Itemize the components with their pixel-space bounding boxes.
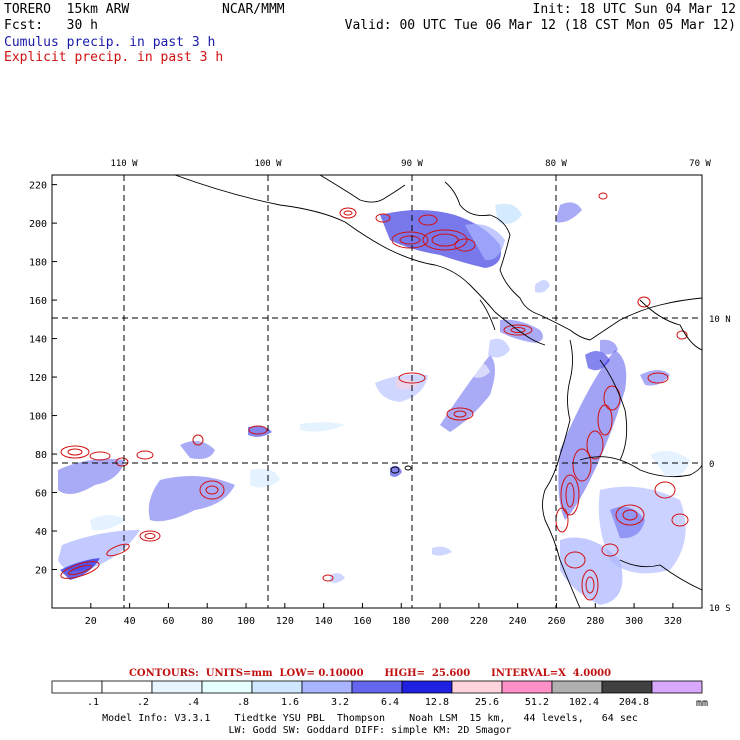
colorbar-swatch <box>651 680 703 694</box>
y-tick-label: 180 <box>29 258 47 269</box>
colorbar-swatch <box>551 680 603 694</box>
colorbar-label: 12.8 <box>425 697 449 708</box>
colorbar-swatch <box>401 680 453 694</box>
x-tick-label: 120 <box>276 616 294 627</box>
colorbar-label: 102.4 <box>569 697 599 708</box>
x-tick-label: 320 <box>664 616 682 627</box>
model-info-line2: LW: Godd SW: Goddard DIFF: simple KM: 2D… <box>228 725 512 736</box>
plot-area <box>58 175 702 608</box>
colorbar-label: .2 <box>137 697 149 708</box>
colorbar-swatch <box>251 680 303 694</box>
colorbar-label: 1.6 <box>281 697 299 708</box>
colorbar-swatch <box>301 680 353 694</box>
y-tick-label: 80 <box>35 450 47 461</box>
x-tick-label: 60 <box>162 616 174 627</box>
y-tick-label: 220 <box>29 181 47 192</box>
colorbar-swatch <box>51 680 103 694</box>
colorbar-label: .1 <box>87 697 99 708</box>
lon-label-70w: 70 W <box>689 159 711 169</box>
lat-label-10n: 10 N <box>709 315 731 325</box>
plot-frame <box>51 174 703 609</box>
colorbar-label: .8 <box>237 697 249 708</box>
explicit-precip-contours <box>60 192 689 601</box>
colorbar-label: 6.4 <box>381 697 399 708</box>
colorbar-swatch <box>601 680 653 694</box>
y-tick-label: 40 <box>35 527 47 538</box>
colorbar-units: mm <box>696 698 708 709</box>
y-tick-label: 160 <box>29 296 47 307</box>
cumulus-field-label: Cumulus precip. in past 3 h <box>4 35 216 50</box>
colorbar-swatch <box>451 680 503 694</box>
y-axis: 20 40 60 80 100 120 140 160 180 200 220 <box>29 181 57 577</box>
lat-label-0: 0 <box>709 460 714 470</box>
model-name: TORERO 15km ARW <box>4 2 130 17</box>
valid-time: Valid: 00 UTC Tue 06 Mar 12 (18 CST Mon … <box>344 18 736 33</box>
colorbar-swatch <box>201 680 253 694</box>
colorbar-swatch <box>501 680 553 694</box>
colorbar-label: 51.2 <box>525 697 549 708</box>
lat-label-10s: 10 S <box>709 604 731 614</box>
y-tick-label: 120 <box>29 373 47 384</box>
latitude-labels: 10 N 0 10 S <box>709 315 731 614</box>
init-time: Init: 18 UTC Sun 04 Mar 12 <box>532 2 737 17</box>
x-tick-label: 220 <box>470 616 488 627</box>
colorbar-label: 204.8 <box>619 697 649 708</box>
x-tick-label: 140 <box>315 616 333 627</box>
x-tick-label: 200 <box>431 616 449 627</box>
x-tick-label: 100 <box>237 616 255 627</box>
y-tick-label: 20 <box>35 566 47 577</box>
lon-label-110w: 110 W <box>110 159 138 169</box>
x-tick-label: 40 <box>124 616 136 627</box>
y-tick-label: 60 <box>35 489 47 500</box>
x-tick-label: 300 <box>625 616 643 627</box>
lon-label-90w: 90 W <box>401 159 423 169</box>
x-tick-label: 280 <box>586 616 604 627</box>
x-tick-label: 260 <box>547 616 565 627</box>
colorbar-swatch <box>101 680 153 694</box>
colorbar: .1 .2 .4 .8 1.6 3.2 6.4 12.8 25.6 51.2 102.4 204.8 <box>51 680 703 708</box>
contour-info: CONTOURS: UNITS=mm LOW= 0.10000 HIGH= 25… <box>128 668 612 679</box>
colorbar-label: .4 <box>187 697 199 708</box>
x-tick-label: 180 <box>392 616 410 627</box>
model-center: NCAR/MMM <box>222 2 285 17</box>
x-axis: 20 40 60 80 100 120 140 160 180 200 220 240 260 280 30… <box>85 603 682 627</box>
explicit-field-label: Explicit precip. in past 3 h <box>4 50 224 65</box>
forecast-hour: Fcst: 30 h <box>4 18 98 33</box>
longitude-labels: 110 W 100 W 90 W 80 W 70 W <box>110 159 711 169</box>
coastlines <box>174 175 702 608</box>
lon-label-100w: 100 W <box>254 159 282 169</box>
model-info-line1: Model Info: V3.3.1 Tiedtke YSU PBL Thomp… <box>102 713 638 724</box>
x-tick-label: 160 <box>353 616 371 627</box>
cumulus-precip-shading <box>58 202 690 605</box>
lon-label-80w: 80 W <box>545 159 567 169</box>
y-tick-label: 140 <box>29 335 47 346</box>
colorbar-label: 25.6 <box>475 697 499 708</box>
colorbar-swatch <box>351 680 403 694</box>
x-tick-label: 240 <box>509 616 527 627</box>
latlon-grid <box>52 175 702 608</box>
colorbar-label: 3.2 <box>331 697 349 708</box>
x-tick-label: 20 <box>85 616 97 627</box>
y-tick-label: 200 <box>29 219 47 230</box>
y-tick-label: 100 <box>29 412 47 423</box>
x-tick-label: 80 <box>201 616 213 627</box>
colorbar-swatch <box>151 680 203 694</box>
